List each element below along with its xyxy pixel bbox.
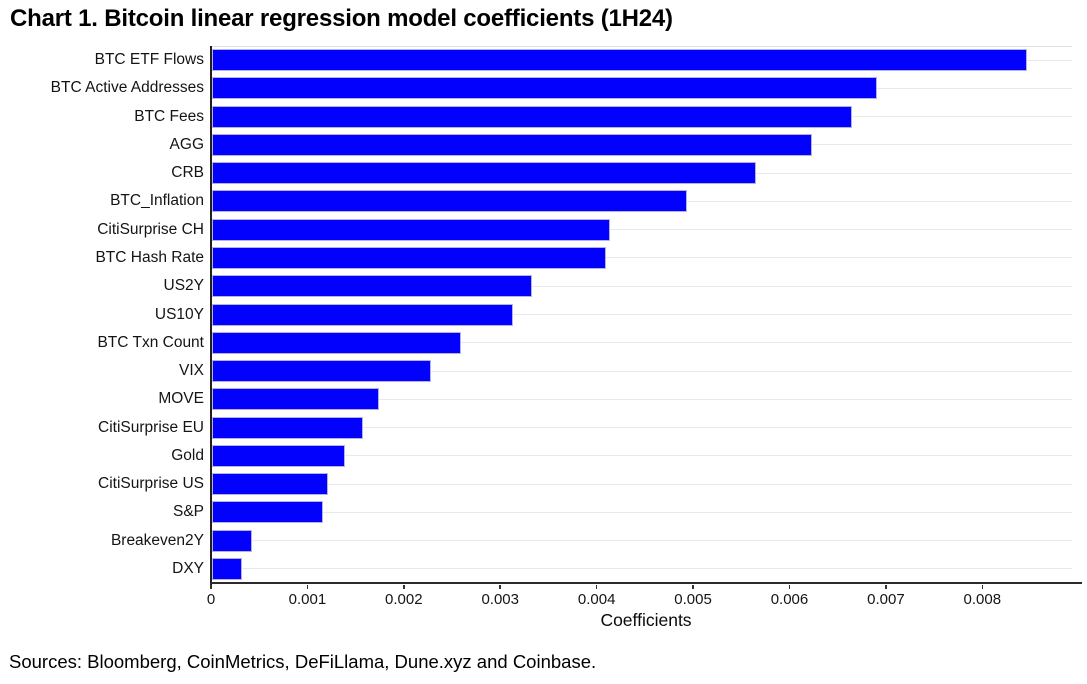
category-label: BTC Txn Count — [97, 333, 204, 351]
row-gridline — [211, 455, 1072, 457]
x-axis-line — [210, 582, 1082, 584]
category-label: Gold — [171, 446, 204, 464]
category-label: BTC Fees — [134, 107, 204, 125]
category-label: CitiSurprise EU — [98, 418, 204, 436]
category-label: US2Y — [163, 277, 205, 295]
category-label: MOVE — [158, 390, 204, 408]
row-gridline — [211, 483, 1072, 485]
x-tick-mark — [403, 585, 405, 589]
x-tick-mark — [306, 585, 309, 589]
x-tick-label: 0.004 — [577, 591, 616, 608]
bar — [212, 557, 242, 580]
row-gridline — [211, 229, 1072, 231]
x-tick-label: 0.002 — [385, 591, 423, 608]
bar — [212, 360, 431, 383]
bar — [212, 218, 610, 241]
x-tick-mark — [692, 585, 694, 589]
x-tick-mark — [981, 585, 984, 589]
x-tick-mark — [499, 585, 501, 589]
row-gridline — [211, 342, 1072, 344]
category-label: DXY — [172, 559, 204, 577]
row-gridline — [211, 257, 1072, 259]
row-gridline — [211, 285, 1072, 287]
x-tick-label: 0.006 — [770, 591, 809, 608]
row-gridline — [211, 427, 1072, 429]
category-label: BTC_Inflation — [110, 192, 204, 210]
row-gridline — [211, 511, 1072, 513]
bar — [212, 529, 252, 552]
bar — [212, 105, 852, 128]
category-label: VIX — [179, 362, 204, 380]
row-gridline — [211, 370, 1072, 372]
category-label: BTC Hash Rate — [95, 248, 204, 266]
category-label: US10Y — [154, 305, 204, 323]
x-tick-label: 0.001 — [288, 591, 327, 608]
y-axis-line — [210, 46, 212, 585]
bar — [212, 275, 532, 298]
row-gridline — [211, 568, 1072, 570]
bar — [212, 473, 328, 496]
bar — [212, 133, 812, 156]
bar — [212, 388, 379, 411]
row-gridline — [211, 398, 1072, 400]
chart-title: Chart 1. Bitcoin linear regression model… — [10, 5, 673, 32]
category-label: CitiSurprise CH — [97, 220, 204, 238]
x-tick-label: 0.008 — [963, 591, 1002, 608]
x-axis-title: Coefficients — [600, 610, 692, 630]
plot-area: BTC ETF Flows BTC Active Addresses BTC Fee… — [0, 46, 1087, 608]
x-tick-mark — [210, 585, 212, 589]
x-tick-mark — [788, 585, 791, 589]
x-tick-label: 0.005 — [674, 591, 712, 608]
bar — [212, 444, 345, 467]
category-label: S&P — [172, 503, 204, 521]
bar — [212, 190, 687, 213]
x-tick-mark — [885, 585, 887, 589]
bar — [212, 501, 323, 524]
category-label: Breakeven2Y — [110, 531, 204, 549]
row-gridline — [211, 314, 1072, 315]
category-label: AGG — [169, 135, 204, 153]
x-tick-label: 0.007 — [867, 591, 905, 608]
x-tick-mark — [595, 585, 598, 589]
category-label: CRB — [171, 164, 204, 182]
plot-top-border — [211, 46, 1072, 47]
category-label: BTC Active Addresses — [50, 79, 204, 97]
category-label: CitiSurprise US — [98, 475, 204, 493]
sources-note: Sources: Bloomberg, CoinMetrics, DeFiLla… — [9, 651, 597, 672]
bar — [212, 77, 877, 100]
bar — [212, 416, 363, 439]
bar — [212, 303, 513, 326]
category-label: BTC ETF Flows — [94, 51, 204, 69]
bar — [212, 49, 1027, 72]
bar — [212, 162, 756, 185]
bar — [212, 246, 606, 269]
bar — [212, 331, 461, 354]
row-gridline — [211, 540, 1072, 542]
x-tick-label: 0.003 — [481, 591, 519, 608]
x-tick-label: 0 — [206, 591, 216, 608]
